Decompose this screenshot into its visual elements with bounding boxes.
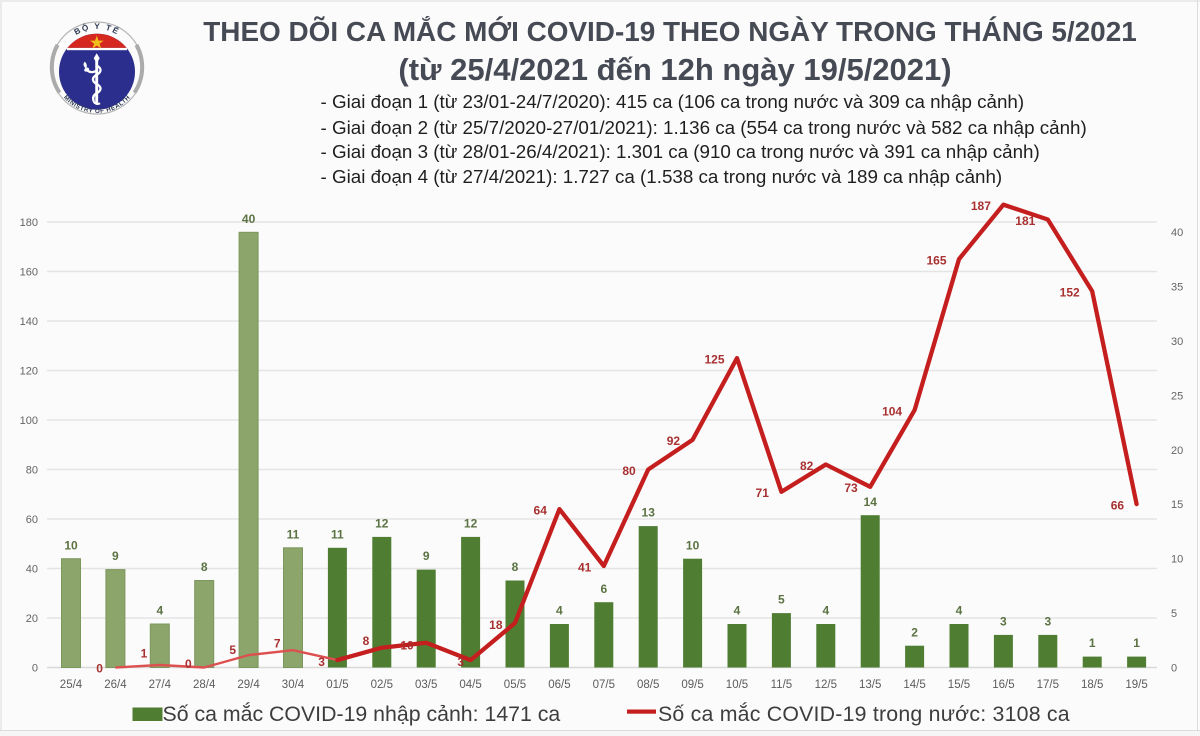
svg-text:6: 6	[600, 582, 607, 596]
svg-text:3: 3	[1044, 615, 1051, 629]
svg-text:13: 13	[642, 506, 656, 520]
svg-text:2: 2	[911, 625, 918, 639]
svg-text:120: 120	[20, 365, 38, 377]
svg-text:40: 40	[26, 563, 38, 575]
svg-text:4: 4	[556, 604, 563, 618]
svg-text:1: 1	[1133, 636, 1140, 650]
svg-text:19/5: 19/5	[1125, 679, 1147, 691]
svg-text:9: 9	[112, 549, 119, 563]
svg-text:10: 10	[64, 538, 78, 552]
svg-text:13/5: 13/5	[859, 679, 881, 691]
svg-text:30: 30	[1171, 336, 1183, 348]
svg-text:18: 18	[489, 618, 503, 632]
svg-text:11/5: 11/5	[771, 679, 793, 691]
svg-text:165: 165	[926, 253, 946, 267]
svg-text:66: 66	[1111, 498, 1125, 512]
svg-text:05/5: 05/5	[504, 679, 526, 691]
svg-text:12/5: 12/5	[815, 679, 837, 691]
svg-text:Số ca mắc COVID-19 trong nước:: Số ca mắc COVID-19 trong nước: 3108 ca	[658, 701, 1070, 726]
svg-text:06/5: 06/5	[548, 679, 570, 691]
svg-text:73: 73	[844, 481, 858, 495]
svg-text:02/5: 02/5	[371, 679, 393, 691]
svg-text:8: 8	[363, 634, 370, 648]
svg-text:8: 8	[201, 560, 208, 574]
svg-text:25/4: 25/4	[60, 679, 83, 691]
svg-text:187: 187	[971, 199, 991, 213]
svg-text:7: 7	[274, 637, 281, 651]
svg-text:1: 1	[141, 647, 148, 661]
svg-text:04/5: 04/5	[459, 679, 481, 691]
svg-text:35: 35	[1171, 282, 1183, 294]
svg-text:03/5: 03/5	[415, 679, 437, 691]
svg-text:11: 11	[331, 527, 344, 541]
svg-text:09/5: 09/5	[681, 679, 703, 691]
svg-text:26/4: 26/4	[104, 679, 127, 691]
svg-text:30/4: 30/4	[282, 679, 305, 691]
svg-text:4: 4	[822, 604, 829, 618]
svg-text:8: 8	[512, 560, 519, 574]
svg-text:15/5: 15/5	[948, 679, 970, 691]
svg-text:4: 4	[156, 604, 163, 618]
svg-text:71: 71	[756, 486, 770, 500]
svg-text:0: 0	[185, 657, 192, 671]
svg-text:27/4: 27/4	[149, 679, 172, 691]
svg-text:11: 11	[287, 527, 300, 541]
svg-text:1: 1	[1089, 636, 1096, 650]
svg-text:64: 64	[534, 503, 548, 517]
svg-text:12: 12	[375, 517, 389, 531]
svg-text:0: 0	[32, 662, 38, 674]
svg-text:14: 14	[864, 495, 878, 509]
svg-text:40: 40	[1171, 227, 1183, 239]
svg-text:3: 3	[457, 655, 464, 669]
svg-text:180: 180	[20, 217, 38, 229]
svg-text:18/5: 18/5	[1081, 679, 1103, 691]
svg-text:07/5: 07/5	[593, 679, 615, 691]
svg-text:15: 15	[1171, 499, 1183, 511]
svg-text:4: 4	[956, 604, 963, 618]
svg-text:3: 3	[1000, 615, 1007, 629]
svg-text:08/5: 08/5	[637, 679, 659, 691]
svg-text:60: 60	[26, 514, 38, 526]
svg-text:9: 9	[423, 549, 430, 563]
svg-text:40: 40	[242, 212, 256, 226]
svg-text:5: 5	[1171, 608, 1177, 620]
svg-text:10: 10	[400, 638, 414, 652]
svg-text:152: 152	[1060, 286, 1080, 300]
svg-text:100: 100	[20, 415, 38, 427]
svg-text:10: 10	[686, 538, 700, 552]
svg-text:4: 4	[734, 604, 741, 618]
svg-text:14/5: 14/5	[903, 679, 925, 691]
svg-text:140: 140	[20, 316, 38, 328]
svg-text:181: 181	[1015, 214, 1035, 228]
svg-text:5: 5	[778, 593, 785, 607]
svg-text:17/5: 17/5	[1037, 679, 1059, 691]
svg-text:10: 10	[1171, 554, 1183, 566]
svg-text:82: 82	[800, 459, 814, 473]
svg-text:10/5: 10/5	[726, 679, 748, 691]
svg-text:16/5: 16/5	[992, 679, 1014, 691]
svg-text:20: 20	[1171, 445, 1183, 457]
svg-text:28/4: 28/4	[193, 679, 216, 691]
svg-text:0: 0	[1171, 662, 1177, 674]
svg-text:5: 5	[229, 643, 236, 657]
svg-text:01/5: 01/5	[326, 679, 348, 691]
svg-text:160: 160	[20, 266, 38, 278]
svg-text:25: 25	[1171, 390, 1183, 402]
svg-text:80: 80	[622, 464, 636, 478]
svg-text:3: 3	[318, 655, 325, 669]
svg-text:20: 20	[26, 613, 38, 625]
svg-text:92: 92	[667, 434, 681, 448]
svg-text:104: 104	[882, 404, 902, 418]
svg-text:41: 41	[578, 560, 592, 574]
svg-text:125: 125	[704, 352, 724, 366]
svg-text:12: 12	[464, 517, 478, 531]
svg-text:80: 80	[26, 464, 38, 476]
svg-text:0: 0	[96, 661, 103, 675]
svg-text:Số ca mắc COVID-19 nhập cảnh:: Số ca mắc COVID-19 nhập cảnh: 1471 ca	[163, 701, 561, 726]
svg-text:29/4: 29/4	[237, 679, 260, 691]
